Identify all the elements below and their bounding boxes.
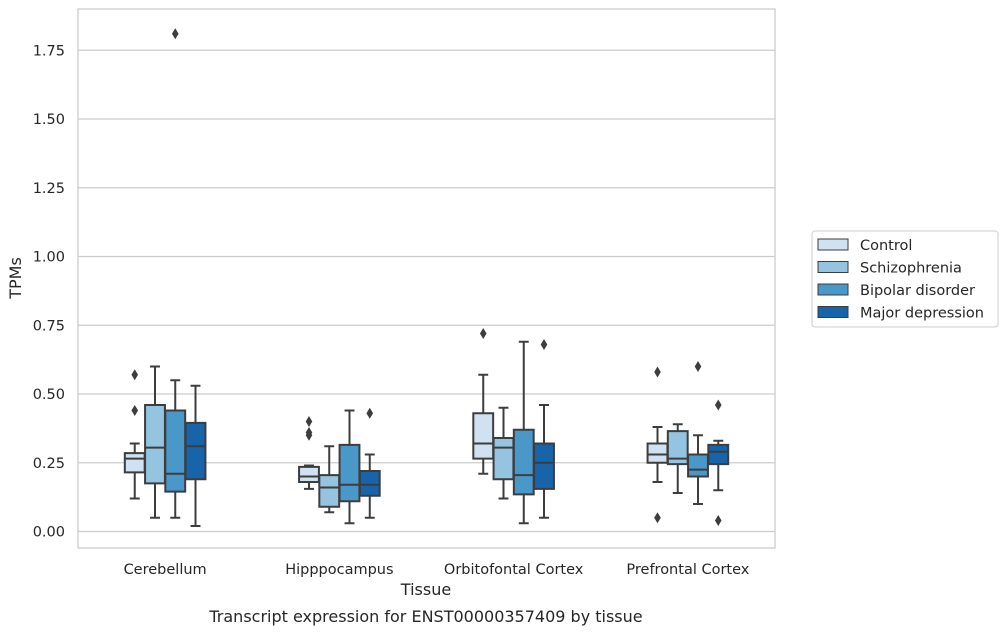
box-schizophrenia bbox=[492, 406, 515, 500]
outlier-point bbox=[654, 366, 661, 378]
iqr-box bbox=[144, 404, 166, 485]
legend-frame bbox=[811, 230, 999, 328]
legend-label-bipolar-disorder: Bipolar disorder bbox=[860, 283, 975, 299]
box-control bbox=[123, 369, 146, 500]
x-tick-label: Hipppocampus bbox=[285, 562, 393, 578]
iqr-box bbox=[164, 409, 187, 493]
box-group-cerebellum bbox=[123, 28, 207, 527]
legend-label-major-depression: Major depression bbox=[860, 306, 984, 322]
box-group-orbitofontal-cortex bbox=[472, 328, 555, 525]
x-axis-ticks: Cerebellum Hipppocampus Orbitofontal Corte… bbox=[124, 562, 750, 578]
outlier-point bbox=[540, 339, 548, 350]
iqr-box bbox=[318, 474, 341, 508]
box-bipolar-disorder bbox=[164, 28, 187, 519]
box-bipolar-disorder bbox=[687, 361, 709, 505]
box-control bbox=[298, 416, 320, 490]
y-tick-label: 0.00 bbox=[33, 525, 65, 541]
y-tick-label: 0.25 bbox=[33, 456, 65, 472]
plot-area-frame bbox=[77, 8, 776, 549]
box-bipolar-disorder bbox=[512, 340, 535, 525]
iqr-box bbox=[666, 430, 689, 466]
y-tick-label: 1.75 bbox=[33, 43, 65, 59]
outlier-point bbox=[366, 407, 374, 419]
box-group-hipppocampus bbox=[298, 407, 381, 525]
box-major-depression bbox=[533, 339, 555, 519]
legend-swatch-major-depression bbox=[817, 306, 849, 318]
outlier-point bbox=[479, 328, 487, 339]
y-axis-ticks: 0.00 0.25 0.50 0.75 1.00 1.25 1.50 1.75 bbox=[33, 43, 65, 540]
iqr-box bbox=[707, 443, 730, 466]
x-tick-label: Orbitofontal Cortex bbox=[444, 562, 584, 578]
legend: Control Schizophrenia Bipolar disorder Majo… bbox=[811, 230, 999, 328]
outlier-point bbox=[694, 361, 702, 372]
box-bipolar-disorder bbox=[338, 409, 361, 525]
iqr-box bbox=[533, 442, 555, 490]
legend-label-control: Control bbox=[860, 238, 912, 254]
iqr-box bbox=[472, 412, 495, 460]
outlier-point bbox=[131, 405, 139, 416]
legend-swatch-bipolar-disorder bbox=[817, 283, 849, 296]
iqr-box bbox=[492, 437, 515, 481]
box-group-prefrontal-cortex bbox=[646, 361, 730, 526]
iqr-box bbox=[646, 442, 669, 464]
x-axis-title: Tissue bbox=[400, 580, 451, 599]
outlier-point bbox=[714, 515, 722, 526]
outlier-point bbox=[305, 416, 313, 427]
outlier-point bbox=[714, 399, 722, 411]
y-tick-label: 1.25 bbox=[33, 181, 65, 197]
x-tick-label: Cerebellum bbox=[124, 562, 207, 578]
outlier-point bbox=[131, 369, 139, 381]
iqr-box bbox=[687, 453, 709, 478]
iqr-box bbox=[123, 452, 146, 474]
box-schizophrenia bbox=[666, 423, 689, 494]
iqr-box bbox=[298, 465, 320, 483]
iqr-box bbox=[358, 470, 381, 497]
iqr-box bbox=[512, 428, 535, 496]
box-control bbox=[472, 328, 495, 475]
iqr-box bbox=[184, 421, 207, 481]
legend-swatch-control bbox=[817, 238, 849, 251]
outlier-point bbox=[654, 512, 661, 524]
box-control bbox=[646, 366, 669, 524]
box-major-depression bbox=[184, 384, 207, 527]
y-tick-label: 0.50 bbox=[33, 387, 65, 403]
y-tick-label: 1.50 bbox=[33, 112, 65, 128]
iqr-box bbox=[338, 443, 361, 503]
outlier-point bbox=[171, 28, 179, 40]
box-major-depression bbox=[707, 399, 730, 526]
y-axis-title: TPMs bbox=[6, 257, 25, 300]
box-schizophrenia bbox=[144, 365, 166, 519]
outlier-point bbox=[305, 427, 313, 438]
box-groups bbox=[123, 28, 730, 527]
y-tick-label: 1.00 bbox=[33, 250, 65, 266]
chart-caption: Transcript expression for ENST0000035740… bbox=[208, 607, 642, 626]
box-schizophrenia bbox=[318, 445, 341, 514]
y-tick-label: 0.75 bbox=[33, 318, 65, 334]
x-tick-label: Prefrontal Cortex bbox=[626, 562, 749, 578]
box-major-depression bbox=[358, 407, 381, 519]
legend-swatch-schizophrenia bbox=[817, 261, 849, 273]
legend-label-schizophrenia: Schizophrenia bbox=[860, 261, 962, 277]
